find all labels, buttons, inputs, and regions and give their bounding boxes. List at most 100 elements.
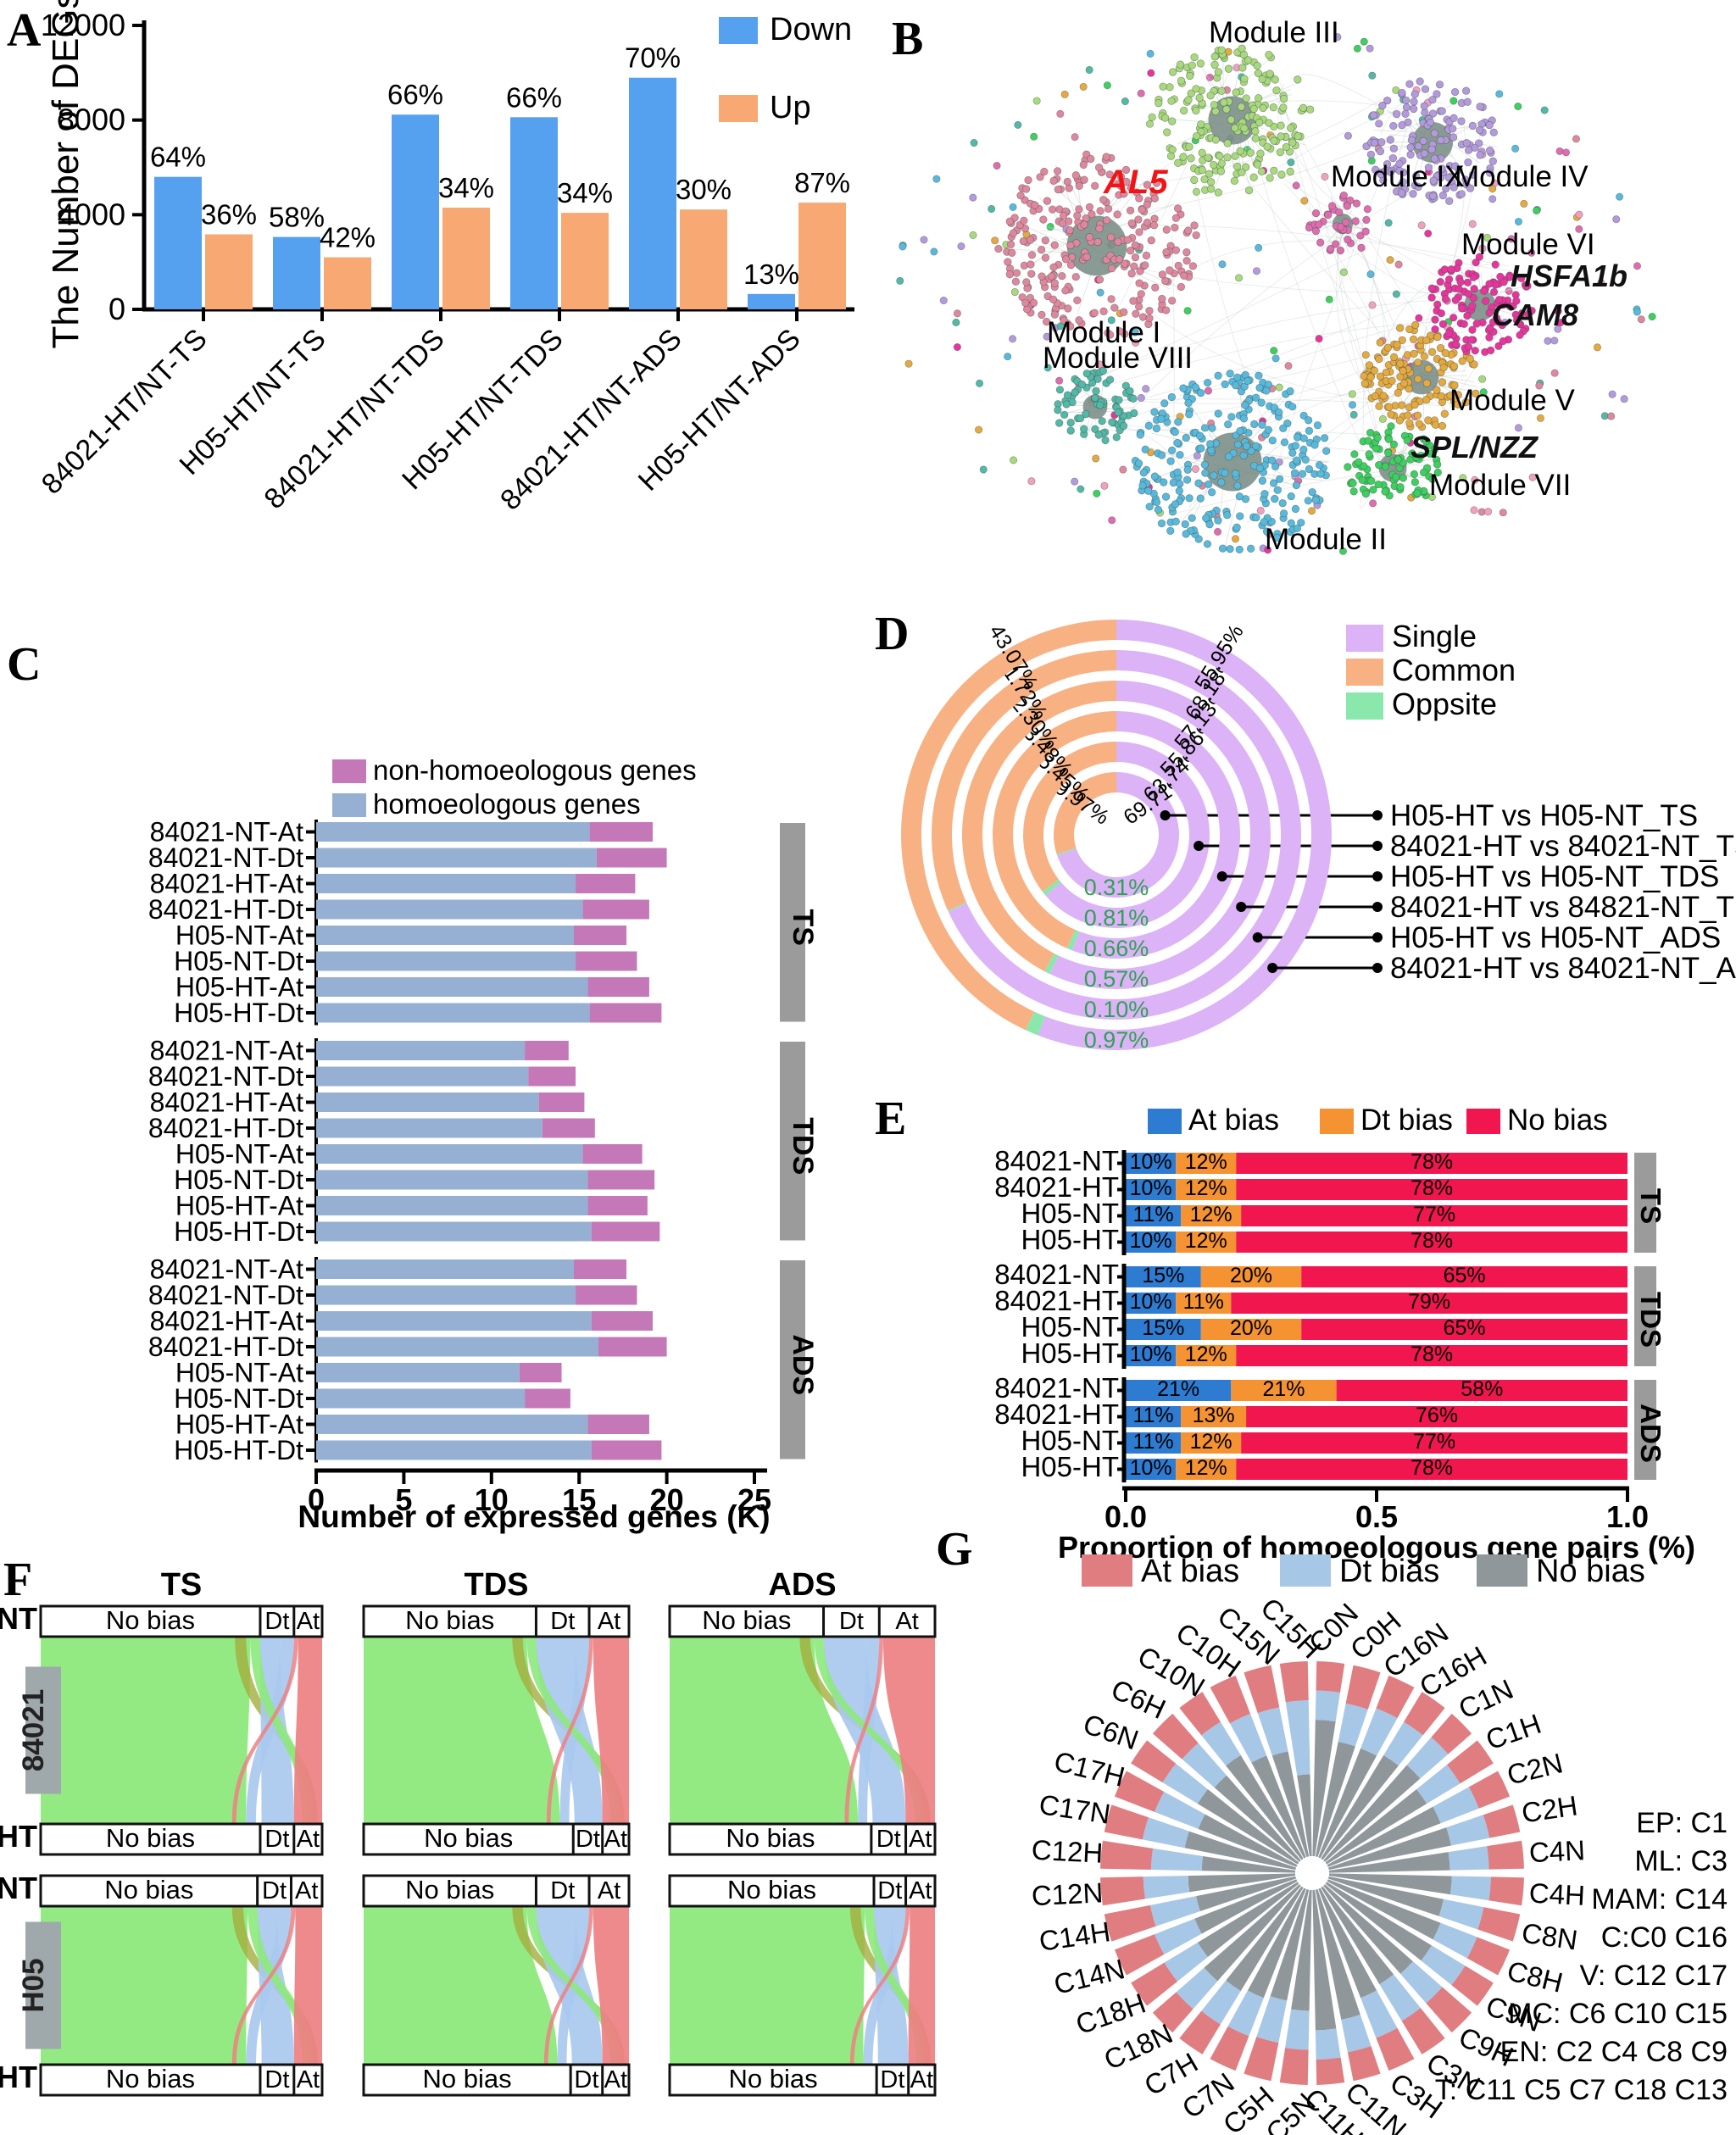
- svg-text:12%: 12%: [1185, 1176, 1227, 1200]
- svg-text:0.57%: 0.57%: [1084, 966, 1149, 992]
- svg-text:0: 0: [108, 292, 125, 326]
- svg-text:Dt: Dt: [264, 2066, 289, 2093]
- svg-text:84021-HT-At: 84021-HT-At: [150, 1306, 304, 1337]
- svg-text:At: At: [598, 1877, 620, 1904]
- svg-text:C17H: C17H: [1051, 1745, 1128, 1793]
- svg-text:Dt bias: Dt bias: [1360, 1104, 1453, 1137]
- cluster-group-text: EP: C1: [1636, 1807, 1728, 1839]
- svg-text:12000: 12000: [41, 8, 125, 42]
- svg-text:At: At: [297, 2066, 320, 2093]
- svg-text:12%: 12%: [1185, 1229, 1227, 1253]
- svg-text:ADS: ADS: [787, 1334, 819, 1395]
- module-label: Module V: [1449, 384, 1576, 417]
- legend-a: Down Up: [719, 12, 852, 125]
- svg-text:C2N: C2N: [1504, 1747, 1566, 1791]
- svg-text:NT: NT: [0, 1871, 37, 1905]
- svg-text:At bias: At bias: [1188, 1104, 1279, 1137]
- svg-text:H05-NT-Dt: H05-NT-Dt: [174, 1383, 303, 1414]
- svg-text:84021-NT-At: 84021-NT-At: [150, 1254, 304, 1285]
- svg-text:C8H: C8H: [1504, 1954, 1566, 1999]
- svg-text:Dt: Dt: [262, 1877, 287, 1904]
- svg-text:0: 0: [308, 1482, 325, 1517]
- svg-text:At: At: [295, 1877, 318, 1904]
- svg-text:At: At: [297, 1826, 320, 1853]
- svg-text:10%: 10%: [1130, 1176, 1172, 1200]
- panel-letter-g: G: [936, 1523, 973, 1576]
- svg-text:ADS: ADS: [768, 1567, 836, 1603]
- svg-text:Dt bias: Dt bias: [1339, 1554, 1439, 1589]
- svg-text:84021-HT-Dt: 84021-HT-Dt: [148, 1332, 303, 1362]
- svg-text:H05-NT-At: H05-NT-At: [175, 1139, 303, 1170]
- svg-text:TDS: TDS: [787, 1117, 819, 1175]
- svg-text:21%: 21%: [1157, 1377, 1199, 1401]
- svg-text:H05-HT vs H05-NT_TDS: H05-HT vs H05-NT_TDS: [1390, 860, 1719, 893]
- svg-text:Up: Up: [770, 90, 811, 125]
- svg-text:No bias: No bias: [726, 1823, 815, 1853]
- svg-text:No bias: No bias: [405, 1605, 494, 1635]
- svg-text:15%: 15%: [1142, 1316, 1184, 1340]
- svg-text:C14N: C14N: [1051, 1953, 1128, 2000]
- svg-text:84021-HT vs 84021-NT_ADS: 84021-HT vs 84021-NT_ADS: [1390, 952, 1736, 985]
- module-cluster: [994, 150, 1200, 339]
- svg-text:12%: 12%: [1185, 1150, 1227, 1174]
- svg-text:25: 25: [737, 1482, 771, 1517]
- svg-text:78%: 78%: [1410, 1343, 1453, 1366]
- svg-text:58%: 58%: [269, 202, 325, 233]
- svg-text:87%: 87%: [794, 167, 850, 198]
- cluster-group-text: MC: C6 C10 C15: [1508, 1998, 1728, 2030]
- svg-text:10%: 10%: [1130, 1456, 1172, 1480]
- module-cluster: [1362, 77, 1498, 205]
- svg-text:84021-HT vs 84821-NT_TDS: 84021-HT vs 84821-NT_TDS: [1390, 891, 1736, 924]
- svg-text:Single: Single: [1392, 619, 1477, 653]
- svg-text:No bias: No bias: [1507, 1104, 1608, 1137]
- module-cluster: [1427, 253, 1536, 357]
- svg-text:15%: 15%: [1142, 1264, 1184, 1287]
- svg-text:79%: 79%: [1408, 1290, 1450, 1314]
- svg-text:H05-NT: H05-NT: [1021, 1198, 1119, 1229]
- svg-text:Dt: Dt: [576, 1826, 600, 1853]
- svg-text:10%: 10%: [1130, 1229, 1172, 1253]
- polar-bias-chart: At bias Dt bias No biasC0NC0HC16NC16HC1NC1…: [1031, 1554, 1728, 2135]
- svg-text:78%: 78%: [1410, 1456, 1453, 1480]
- svg-text:Dt: Dt: [839, 1608, 864, 1635]
- svg-text:11%: 11%: [1183, 1290, 1224, 1314]
- svg-text:12%: 12%: [1185, 1343, 1227, 1366]
- svg-text:10: 10: [475, 1482, 509, 1517]
- svg-text:11%: 11%: [1132, 1203, 1173, 1226]
- svg-text:84021-HT-At: 84021-HT-At: [150, 1087, 304, 1118]
- svg-text:84021-HT-At: 84021-HT-At: [150, 869, 304, 899]
- svg-text:84021-NT: 84021-NT: [994, 1259, 1119, 1290]
- svg-text:Dt: Dt: [574, 2066, 598, 2093]
- svg-text:C2H: C2H: [1520, 1789, 1580, 1828]
- svg-text:84021-NT-Dt: 84021-NT-Dt: [148, 1061, 303, 1092]
- svg-text:0.5: 0.5: [1355, 1499, 1398, 1534]
- svg-text:No bias: No bias: [423, 2064, 512, 2093]
- svg-text:H05-HT vs H05-NT_ADS: H05-HT vs H05-NT_ADS: [1390, 921, 1721, 954]
- module-cluster: [1148, 44, 1315, 197]
- svg-text:At: At: [909, 1877, 932, 1904]
- svg-text:70%: 70%: [625, 42, 681, 74]
- svg-text:21%: 21%: [1262, 1377, 1305, 1401]
- svg-text:NT: NT: [0, 1601, 37, 1636]
- svg-text:84021-HT-Dt: 84021-HT-Dt: [148, 894, 303, 925]
- svg-text:No bias: No bias: [702, 1605, 791, 1635]
- svg-text:At: At: [598, 1608, 620, 1635]
- panel-letter-e: E: [875, 1093, 907, 1145]
- svg-text:84021-NT-At: 84021-NT-At: [150, 1036, 304, 1066]
- svg-text:84021: 84021: [17, 1689, 50, 1771]
- legend-e: At bias Dt bias No bias: [1148, 1104, 1608, 1137]
- svg-text:Dt: Dt: [877, 1877, 902, 1904]
- svg-text:12%: 12%: [1185, 1456, 1227, 1480]
- svg-text:The Number of DEGs: The Number of DEGs: [45, 0, 86, 349]
- svg-text:77%: 77%: [1413, 1430, 1455, 1454]
- svg-text:No bias: No bias: [106, 2064, 195, 2093]
- svg-text:4000: 4000: [58, 197, 125, 231]
- svg-text:H05-HT-At: H05-HT-At: [175, 972, 303, 1003]
- panel-letter-c: C: [7, 638, 42, 691]
- svg-text:H05: H05: [17, 1958, 50, 2012]
- svg-text:TS: TS: [787, 909, 819, 946]
- svg-text:C4N: C4N: [1528, 1834, 1586, 1868]
- module-label: Module IX: [1331, 160, 1465, 193]
- cluster-group-text: C:C0 C16: [1601, 1921, 1728, 1954]
